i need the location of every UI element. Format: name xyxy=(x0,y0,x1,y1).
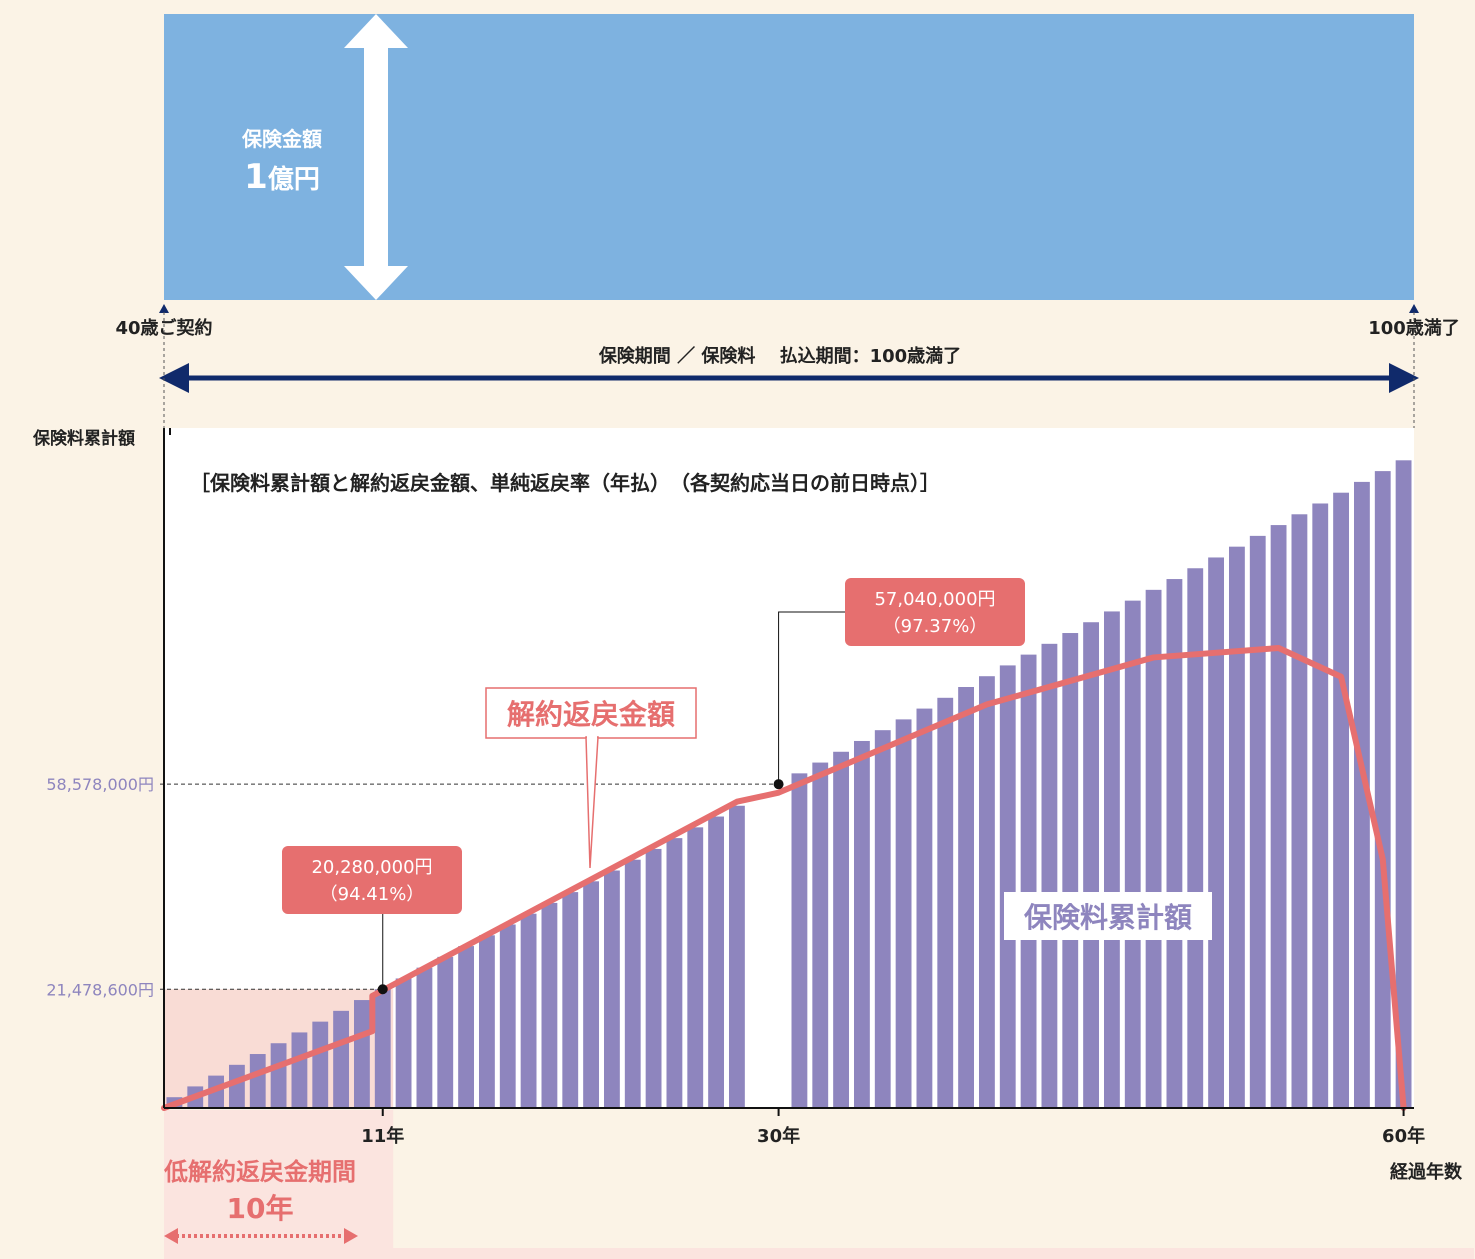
premium-bar xyxy=(1249,535,1266,1108)
premium-bar xyxy=(999,665,1016,1108)
premium-bar xyxy=(833,751,849,1108)
premium-bar xyxy=(562,892,579,1108)
chart-title: ［保険料累計額と解約返戻金額、単純返戻率（年払） （各契約応当日の前日時点）］ xyxy=(190,471,940,495)
premium-bar xyxy=(1312,503,1329,1108)
premium-bar xyxy=(958,687,974,1108)
premium-bar xyxy=(1208,557,1224,1108)
premium-bar xyxy=(791,773,808,1108)
premium-bar xyxy=(1229,546,1245,1108)
premium-bar xyxy=(1166,579,1183,1108)
contract-end-label: 100歳満了 xyxy=(1368,317,1460,339)
premium-bar xyxy=(1187,568,1204,1108)
contract-start-label: 40歳ご契約 xyxy=(115,317,212,339)
premium-bar xyxy=(416,967,433,1108)
y-tick-label: 21,478,600円 xyxy=(46,980,154,999)
premium-bar xyxy=(312,1021,329,1108)
premium-bar xyxy=(1270,525,1287,1108)
premium-bar xyxy=(895,719,912,1108)
premium-bar xyxy=(229,1064,245,1108)
premium-bar xyxy=(479,935,495,1108)
premium-bar xyxy=(1083,622,1099,1108)
premium-bar xyxy=(541,902,558,1108)
callout-box xyxy=(282,846,462,914)
x-axis-label: 経過年数 xyxy=(1390,1161,1463,1183)
premium-bar xyxy=(1374,471,1391,1108)
callout-amount: 57,040,000円 xyxy=(874,589,995,610)
premium-bar xyxy=(1395,460,1412,1108)
premium-bar xyxy=(979,676,995,1108)
callout-amount: 20,280,000円 xyxy=(311,857,432,878)
premium-bar xyxy=(1354,481,1370,1108)
premium-bar xyxy=(374,989,391,1108)
premium-label-box xyxy=(1004,892,1212,940)
premium-bar xyxy=(249,1054,266,1108)
premium-bar xyxy=(1333,492,1349,1108)
premium-bar xyxy=(624,859,641,1108)
period-label: 保険期間 ／ 保険料 払込期間：100歳満了 xyxy=(598,345,961,367)
premium-bar xyxy=(916,708,933,1108)
coverage-amount: 1億円 xyxy=(244,157,320,197)
premium-bar xyxy=(333,1010,349,1108)
x-ticks xyxy=(381,1108,1405,1116)
premium-series-label: 保険料累計額 xyxy=(1024,901,1192,934)
premium-bar xyxy=(874,730,891,1108)
x-tick-label: 30年 xyxy=(757,1125,800,1147)
arrow-left-icon xyxy=(164,1228,178,1244)
y-axis-label: 保険料累計額 xyxy=(32,428,135,449)
premium-bar xyxy=(729,805,745,1108)
end-marker-icon xyxy=(1409,304,1419,313)
premium-bar xyxy=(499,924,516,1108)
premium-bar xyxy=(354,1000,370,1108)
premium-bar xyxy=(604,870,620,1108)
callout-rate: （94.41%） xyxy=(320,884,425,905)
premium-bar xyxy=(291,1032,308,1108)
premium-bar xyxy=(1062,633,1079,1108)
premium-bar xyxy=(687,827,704,1108)
premium-bar xyxy=(1041,643,1058,1108)
premium-bar xyxy=(1020,654,1037,1108)
coverage-arrow xyxy=(344,14,408,300)
premium-bar xyxy=(645,848,662,1108)
start-marker-icon xyxy=(159,304,169,313)
premium-bar xyxy=(583,881,599,1108)
x-tick-label: 11年 xyxy=(361,1125,404,1147)
premium-bar xyxy=(854,740,870,1108)
premium-bar xyxy=(270,1043,287,1108)
premium-bar xyxy=(437,956,454,1108)
low-refund-period-years: 10年 xyxy=(227,1192,294,1225)
coverage-label: 保険金額 xyxy=(241,127,322,151)
callout-box xyxy=(845,578,1025,646)
premium-bar xyxy=(708,816,724,1108)
premium-bar xyxy=(520,913,537,1108)
premium-bar xyxy=(395,978,412,1108)
refund-line xyxy=(161,645,1407,1111)
premium-bars xyxy=(166,460,1412,1108)
refund-label-pointer-mask xyxy=(587,735,597,739)
premium-bar xyxy=(458,946,474,1108)
low-refund-bottom-band xyxy=(164,1110,1474,1259)
premium-bar xyxy=(1291,514,1308,1108)
low-refund-period-label: 低解約返戻金期間 xyxy=(163,1158,356,1186)
y-tick-label: 58,578,000円 xyxy=(46,775,154,794)
coverage-band xyxy=(164,14,1414,300)
premium-bar xyxy=(1124,600,1141,1108)
refund-label-box xyxy=(485,687,697,739)
callout-leader xyxy=(778,611,845,785)
premium-bar xyxy=(666,838,683,1108)
arrow-right-icon xyxy=(344,1228,358,1244)
premium-bar xyxy=(812,762,829,1108)
callout-rate: （97.37%） xyxy=(883,616,988,637)
premium-bar xyxy=(1145,589,1162,1108)
premium-bar xyxy=(1104,611,1120,1108)
x-tick-label: 60年 xyxy=(1382,1125,1425,1147)
premium-bar xyxy=(937,697,954,1108)
refund-series-label: 解約返戻金額 xyxy=(507,698,675,731)
